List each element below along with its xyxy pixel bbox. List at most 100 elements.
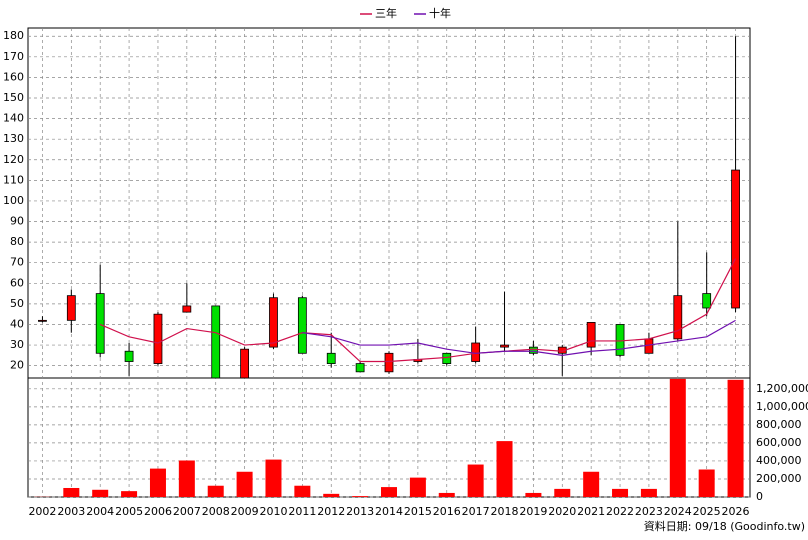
x-tick-label: 2006	[144, 505, 172, 518]
x-tick-label: 2007	[173, 505, 201, 518]
y-tick-label: 70	[10, 256, 24, 269]
candle-body	[66, 295, 76, 321]
x-tick-label: 2019	[519, 505, 547, 518]
volume-bar	[63, 487, 80, 497]
candle-body	[731, 169, 740, 309]
y2-tick-label: 0	[756, 490, 763, 503]
ma-line	[302, 319, 736, 356]
x-tick-label: 2010	[259, 505, 287, 518]
legend-label: 三年	[375, 6, 397, 20]
candle-body	[384, 352, 394, 373]
y-tick-label: 100	[3, 194, 24, 207]
y-tick-label: 60	[10, 276, 24, 289]
ma-line	[99, 258, 737, 363]
y2-tick-label: 200,000	[756, 472, 802, 485]
candle-body	[240, 348, 250, 379]
x-tick-label: 2023	[635, 505, 663, 518]
legend-label: 十年	[429, 6, 451, 20]
y-tick-label: 40	[10, 317, 24, 330]
volume-bar	[207, 485, 224, 497]
candle-body	[471, 342, 481, 362]
volume-bar	[727, 379, 744, 497]
x-tick-label: 2026	[722, 505, 750, 518]
volume-bar	[554, 488, 571, 497]
candle-body	[586, 322, 596, 348]
volume-bar	[121, 491, 138, 497]
x-tick-label: 2005	[115, 505, 143, 518]
y-tick-label: 170	[3, 50, 24, 63]
x-tick-label: 2008	[202, 505, 230, 518]
y2-tick-label: 1,000,000	[756, 400, 808, 413]
candle-body	[673, 295, 683, 340]
y-tick-label: 20	[10, 359, 24, 372]
volume-bar	[640, 488, 657, 497]
candle-body	[326, 352, 336, 364]
candle-body	[182, 305, 192, 313]
candle-body	[500, 344, 509, 348]
volume-bar	[438, 492, 455, 497]
x-tick-label: 2011	[288, 505, 316, 518]
y-tick-label: 50	[10, 297, 24, 310]
footer: 資料日期: 09/18 (Goodinfo.tw)	[644, 519, 805, 533]
x-tick-label: 2002	[28, 505, 56, 518]
y2-tick-label: 1,200,000	[756, 382, 808, 395]
candle-body	[95, 293, 105, 354]
y-tick-label: 120	[3, 153, 24, 166]
volume-bar	[583, 471, 600, 497]
volume-bar	[178, 460, 195, 497]
x-tick-label: 2014	[375, 505, 403, 518]
volume-bar	[236, 471, 253, 497]
y-tick-label: 140	[3, 112, 24, 125]
candle-body	[211, 305, 221, 379]
x-tick-label: 2009	[231, 505, 259, 518]
x-tick-label: 2016	[433, 505, 461, 518]
y-tick-label: 80	[10, 235, 24, 248]
y-tick-label: 110	[3, 173, 24, 186]
volume-bar	[467, 464, 484, 497]
candle-body	[124, 350, 134, 362]
candle-body	[38, 319, 47, 322]
x-tick-label: 2024	[664, 505, 692, 518]
volume-bar	[294, 485, 311, 497]
x-tick-label: 2018	[491, 505, 519, 518]
x-tick-label: 2012	[317, 505, 345, 518]
volume-bar	[352, 496, 369, 497]
y-tick-label: 130	[3, 132, 24, 145]
x-tick-label: 2003	[57, 505, 85, 518]
volume-bar	[409, 477, 426, 497]
volume-bar	[669, 378, 686, 497]
x-tick-label: 2022	[606, 505, 634, 518]
y-tick-label: 150	[3, 91, 24, 104]
x-tick-label: 2004	[86, 505, 114, 518]
candle-body	[615, 324, 625, 356]
y-tick-label: 90	[10, 215, 24, 228]
volume-bar	[525, 492, 542, 497]
y2-tick-label: 800,000	[756, 418, 802, 431]
x-tick-label: 2013	[346, 505, 374, 518]
candle-body	[442, 352, 452, 364]
volume-bar	[496, 441, 513, 497]
y2-tick-label: 400,000	[756, 454, 802, 467]
y-tick-label: 160	[3, 70, 24, 83]
x-tick-label: 2017	[462, 505, 490, 518]
candle-body	[297, 297, 307, 354]
candle-body	[644, 338, 654, 354]
volume-bar	[381, 487, 397, 497]
x-tick-label: 2025	[693, 505, 721, 518]
volume-bar	[698, 469, 715, 497]
x-tick-label: 2015	[404, 505, 432, 518]
volume-bar	[149, 468, 166, 497]
x-tick-label: 2021	[577, 505, 605, 518]
y-tick-label: 30	[10, 338, 24, 351]
volume-bar	[265, 459, 282, 497]
volume-bar	[612, 488, 629, 497]
candle-body	[702, 293, 712, 309]
candle-body	[529, 346, 538, 354]
volume-bar	[92, 489, 109, 497]
candle-body	[269, 297, 278, 348]
x-tick-label: 2020	[548, 505, 576, 518]
candle-body	[153, 313, 163, 364]
y-tick-label: 180	[3, 29, 24, 42]
volume-bar	[323, 493, 340, 497]
